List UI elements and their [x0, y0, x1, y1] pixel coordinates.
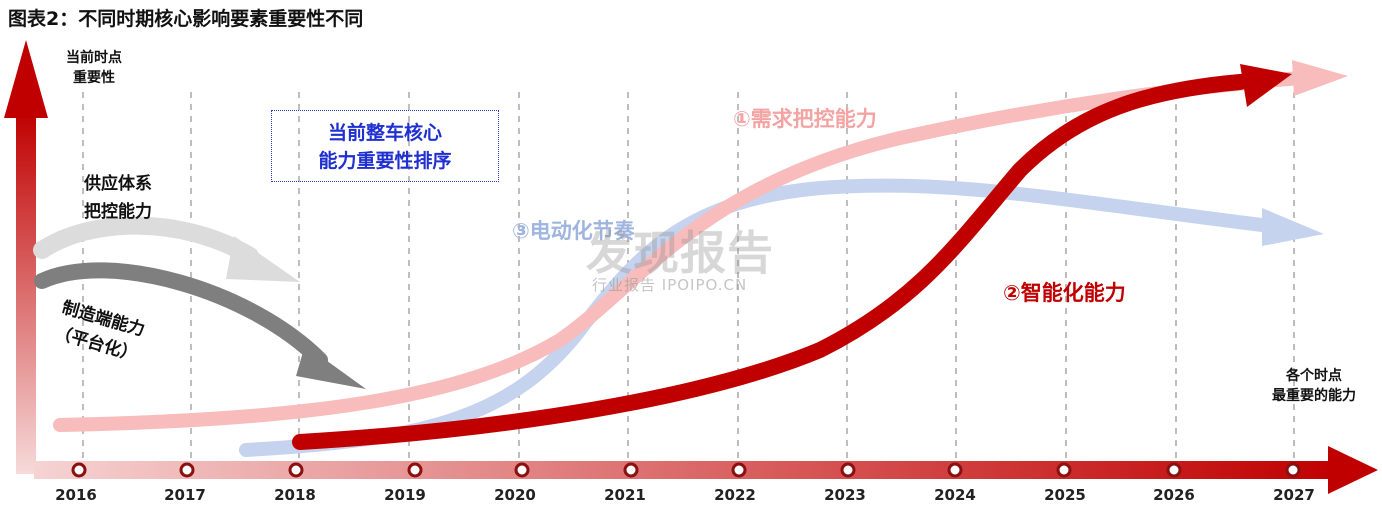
supply-arrow: [33, 216, 300, 282]
year-label: 2017: [164, 486, 206, 504]
year-label: 2018: [274, 486, 316, 504]
year-label: 2021: [604, 486, 646, 504]
year-label: 2016: [55, 486, 97, 504]
watermark-main: 发现报告: [586, 226, 774, 280]
year-markers: [71, 462, 1301, 478]
x-axis-label: 各个时点 最重要的能力: [1272, 368, 1356, 404]
x-axis-arrow: [34, 446, 1378, 494]
intelligence-curve: [292, 64, 1292, 450]
figure-title: 图表2：不同时期核心影响要素重要性不同: [8, 8, 364, 30]
year-label: 2023: [824, 486, 866, 504]
year-label: 2022: [714, 486, 756, 504]
year-label: 2025: [1044, 486, 1086, 504]
ranking-box: 当前整车核心 能力重要性排序: [271, 110, 499, 182]
electrification-curve: [239, 178, 1324, 457]
watermark-sub: 行业报告 IPOIPO.CN: [592, 276, 748, 294]
demand-curve: [53, 60, 1348, 432]
y-axis-arrow: [4, 40, 48, 474]
year-label: 2020: [494, 486, 536, 504]
manufacturing-arrow: [34, 262, 366, 389]
year-label: 2027: [1273, 486, 1315, 504]
electrification-curve-label: ③电动化节奏: [512, 219, 635, 243]
y-axis-label: 当前时点 重要性: [66, 50, 122, 86]
demand-curve-label: ①需求把控能力: [733, 107, 877, 131]
year-label: 2026: [1153, 486, 1195, 504]
year-label: 2019: [384, 486, 426, 504]
intelligence-curve-label: ②智能化能力: [1003, 281, 1126, 305]
supply-label: 供应体系 把控能力: [84, 174, 152, 222]
year-label: 2024: [934, 486, 976, 504]
